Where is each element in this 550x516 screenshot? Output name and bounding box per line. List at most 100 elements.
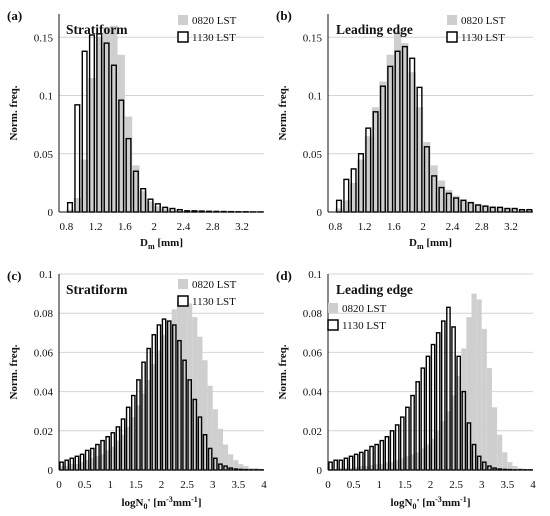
bar-0820	[518, 209, 526, 212]
y-tick-label: 0	[317, 207, 323, 219]
bar-1130	[74, 104, 81, 213]
bar-0820	[212, 409, 218, 470]
bar-0820	[503, 208, 512, 212]
bar-0820	[342, 200, 350, 212]
panel-title: Leading edge	[336, 22, 413, 37]
legend: 0820 LST 1130 LST	[446, 15, 506, 44]
y-tick-label: 0.05	[303, 149, 323, 161]
x-label-subscript: 0	[144, 502, 148, 511]
panel-title: Leading edge	[336, 282, 413, 297]
x-tick-label: 3.2	[235, 221, 249, 233]
bar-0820	[461, 348, 467, 470]
bar-0820	[168, 209, 177, 212]
bar-0820	[146, 379, 152, 470]
bar-0820	[384, 462, 390, 470]
x-tick-label: 1.6	[118, 221, 132, 233]
bar-0820	[141, 393, 147, 470]
bar-0820	[415, 452, 421, 470]
x-label-subscript: 0	[413, 502, 417, 511]
x-label-unit: ]	[198, 497, 202, 509]
legend-label-1130: 1130 LST	[192, 32, 236, 44]
bar-0820	[197, 336, 203, 470]
bar-0820	[102, 26, 111, 212]
bar-0820	[73, 198, 81, 212]
legend-swatch-1130	[327, 319, 339, 331]
x-label-subscript: m	[148, 242, 155, 251]
y-tick-label: 0.1	[39, 269, 53, 281]
bar-0820	[151, 364, 157, 470]
x-tick-label: 2	[428, 479, 434, 491]
x-tick-label: 2.4	[446, 221, 460, 233]
bar-0820	[217, 428, 223, 470]
bar-0820	[243, 466, 249, 470]
bar-0820	[154, 206, 162, 212]
bar-0820	[248, 468, 254, 470]
bar-0820	[94, 456, 100, 470]
x-label-superscript: -3	[166, 495, 173, 504]
bar-0820	[79, 462, 85, 470]
x-tick-label: 3	[210, 479, 216, 491]
bar-0820	[394, 460, 400, 470]
bar-0820	[84, 460, 90, 470]
bar-0820	[430, 165, 438, 212]
legend-swatch-1130	[446, 31, 458, 43]
bar-1130	[348, 455, 354, 471]
y-tick-label: 0	[48, 465, 54, 477]
legend-label-1130: 1130 LST	[461, 32, 505, 44]
x-label-unit: [mm]	[155, 237, 183, 249]
bar-0820	[89, 458, 95, 470]
panel-label: (c)	[7, 268, 21, 283]
bar-0820	[497, 434, 503, 470]
x-tick-label: 0	[325, 479, 331, 491]
bar-0820	[496, 207, 504, 212]
bar-0820	[115, 440, 121, 470]
bar-1130	[328, 461, 333, 471]
bar-0820	[228, 454, 234, 470]
x-tick-label: 0	[56, 479, 62, 491]
x-tick-label: 2.8	[475, 221, 489, 233]
y-axis-label: Norm. freq.	[8, 85, 20, 140]
bar-0820	[171, 309, 177, 470]
x-tick-label: 2.5	[449, 479, 463, 491]
bar-1130	[333, 459, 339, 471]
bar-0820	[166, 321, 172, 470]
x-tick-label: 0.5	[347, 479, 361, 491]
y-tick-label: 0.02	[34, 426, 53, 438]
bar-0820	[156, 350, 162, 470]
legend-swatch-0820	[178, 279, 188, 289]
x-tick-label: 3.5	[232, 479, 246, 491]
bar-0820	[489, 206, 497, 212]
panel-title: Stratiform	[66, 282, 128, 297]
bar-0820	[80, 159, 89, 212]
bar-0820	[369, 465, 375, 470]
bar-0820	[74, 464, 80, 470]
y-tick-label: 0.02	[303, 426, 322, 438]
x-axis-label: Dm [mm]	[409, 237, 452, 251]
y-tick-label: 0.04	[34, 387, 54, 399]
bar-0820	[430, 438, 436, 470]
bar-0820	[393, 31, 402, 213]
bar-0820	[404, 456, 410, 470]
y-tick-label: 0.04	[303, 387, 323, 399]
y-tick-label: 0.1	[39, 91, 53, 103]
bar-0820	[253, 468, 259, 470]
bar-0820	[507, 462, 513, 470]
bar-0820	[223, 444, 229, 470]
x-label-main: logN	[122, 497, 144, 509]
bar-0820	[466, 317, 472, 470]
legend: 0820 LST 1130 LST	[177, 279, 237, 308]
bar-0820	[512, 466, 518, 470]
chart-panel-b: 0 0.05 0.1 0.15 0.8 1.2 1.6 2 2.4 2.8 3.2 (b) Leadin…	[276, 8, 533, 251]
bar-0820	[139, 191, 147, 212]
y-tick-label: 0.1	[308, 269, 322, 281]
bar-0820	[420, 448, 426, 470]
legend-label-0820: 0820 LST	[461, 15, 506, 27]
legend-label-0820: 0820 LST	[192, 279, 237, 291]
bar-0820	[238, 464, 244, 470]
y-tick-label: 0.06	[303, 347, 323, 359]
bar-0820	[135, 405, 141, 470]
legend-swatch-0820	[447, 15, 457, 25]
bar-0820	[105, 450, 111, 470]
bar-0820	[343, 468, 349, 470]
